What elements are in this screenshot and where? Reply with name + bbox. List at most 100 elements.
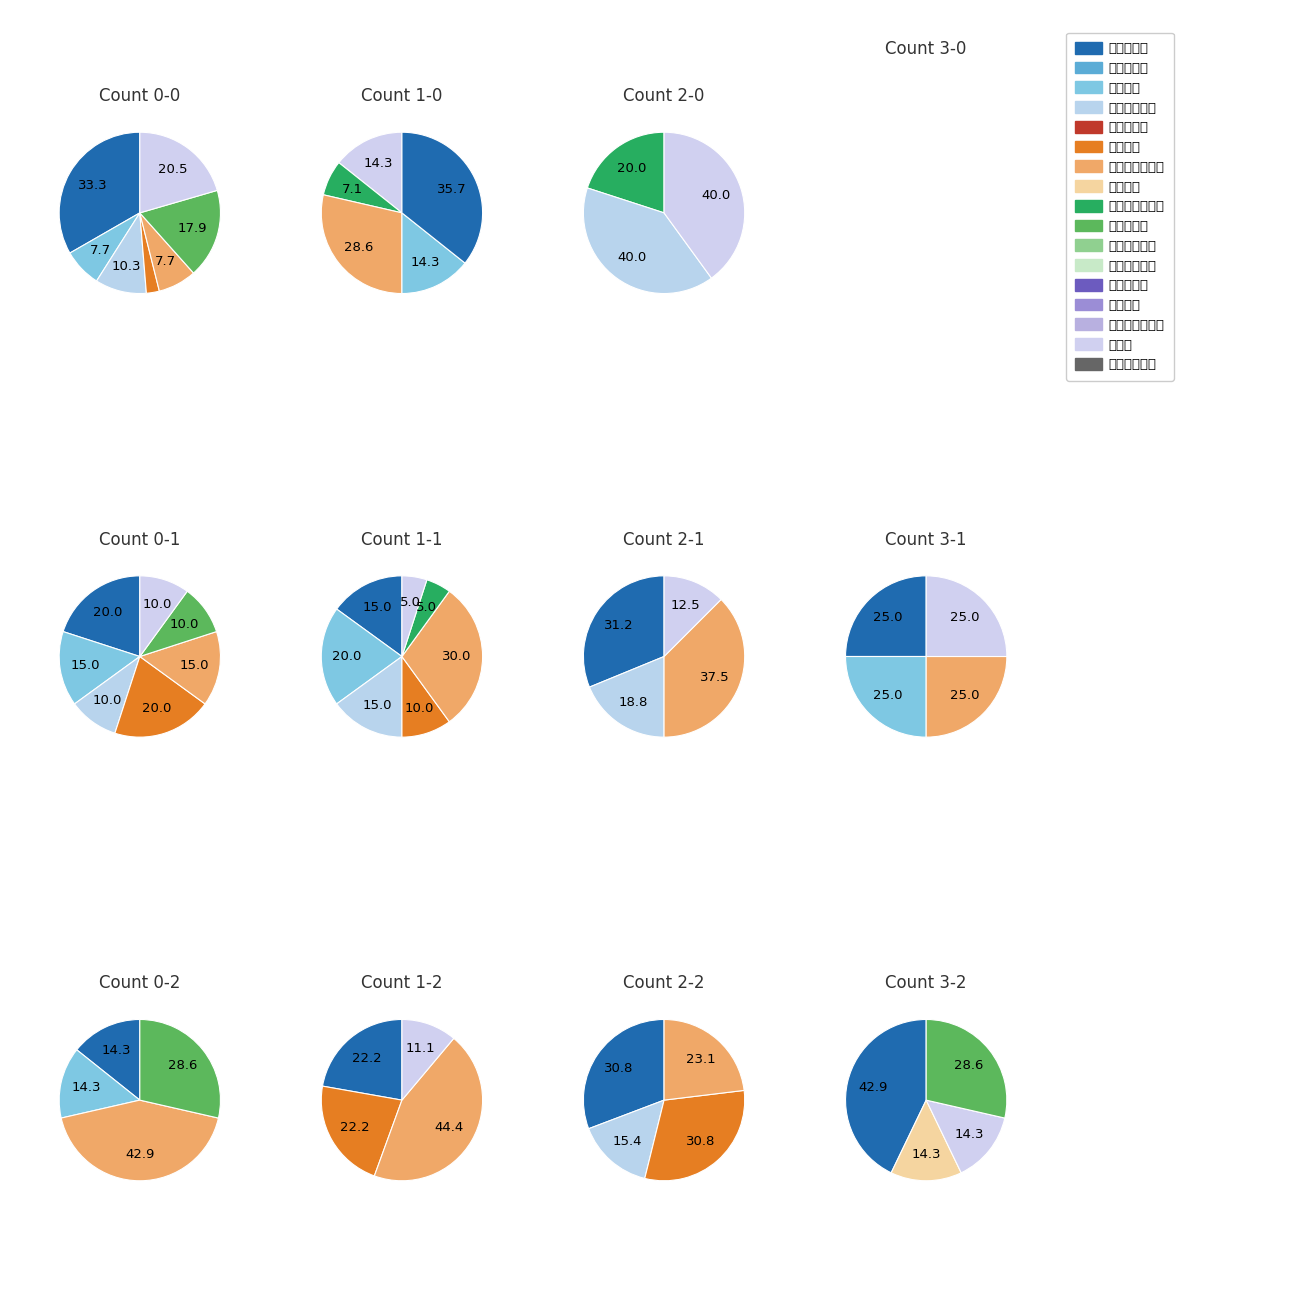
Title: Count 3-0: Count 3-0 — [885, 40, 967, 58]
Text: 25.0: 25.0 — [950, 689, 980, 702]
Wedge shape — [589, 656, 664, 737]
Text: 25.0: 25.0 — [872, 611, 902, 624]
Text: 23.1: 23.1 — [685, 1053, 715, 1066]
Wedge shape — [324, 162, 402, 213]
Wedge shape — [321, 1086, 402, 1176]
Text: 40.0: 40.0 — [702, 190, 731, 203]
Wedge shape — [60, 632, 140, 703]
Text: 10.0: 10.0 — [404, 702, 434, 715]
Text: 20.0: 20.0 — [333, 650, 361, 663]
Wedge shape — [402, 133, 482, 263]
Wedge shape — [140, 576, 187, 656]
Wedge shape — [845, 656, 926, 737]
Wedge shape — [140, 190, 221, 273]
Text: 40.0: 40.0 — [618, 251, 646, 264]
Text: 10.0: 10.0 — [92, 694, 122, 707]
Wedge shape — [402, 576, 426, 656]
Text: 20.5: 20.5 — [159, 162, 187, 176]
Wedge shape — [845, 1019, 926, 1173]
Wedge shape — [926, 1019, 1006, 1118]
Wedge shape — [70, 213, 140, 281]
Wedge shape — [61, 1100, 218, 1180]
Text: 11.1: 11.1 — [406, 1043, 436, 1056]
Title: Count 1-2: Count 1-2 — [361, 974, 443, 992]
Text: 28.6: 28.6 — [168, 1060, 198, 1072]
Text: 25.0: 25.0 — [950, 611, 980, 624]
Text: 15.0: 15.0 — [72, 659, 100, 672]
Text: 18.8: 18.8 — [619, 696, 649, 708]
Title: Count 1-1: Count 1-1 — [361, 530, 443, 549]
Title: Count 0-1: Count 0-1 — [99, 530, 181, 549]
Wedge shape — [140, 592, 217, 656]
Text: 15.4: 15.4 — [612, 1135, 642, 1148]
Wedge shape — [588, 133, 664, 213]
Wedge shape — [321, 610, 402, 703]
Text: 37.5: 37.5 — [699, 671, 729, 684]
Wedge shape — [140, 213, 160, 294]
Wedge shape — [140, 133, 217, 213]
Wedge shape — [339, 133, 402, 213]
Wedge shape — [584, 1019, 664, 1128]
Wedge shape — [402, 580, 450, 656]
Wedge shape — [374, 1039, 482, 1180]
Title: Count 1-0: Count 1-0 — [361, 87, 442, 105]
Text: 20.0: 20.0 — [142, 702, 172, 715]
Text: 14.3: 14.3 — [364, 157, 393, 170]
Text: 22.2: 22.2 — [339, 1121, 369, 1134]
Wedge shape — [60, 1050, 140, 1118]
Text: 7.7: 7.7 — [155, 255, 176, 268]
Wedge shape — [892, 1100, 961, 1180]
Text: 12.5: 12.5 — [671, 599, 699, 612]
Text: 25.0: 25.0 — [872, 689, 902, 702]
Wedge shape — [402, 213, 465, 294]
Text: 5.0: 5.0 — [400, 595, 421, 608]
Text: 30.8: 30.8 — [604, 1062, 633, 1075]
Wedge shape — [926, 1100, 1005, 1173]
Wedge shape — [664, 599, 745, 737]
Wedge shape — [584, 576, 664, 688]
Text: 10.0: 10.0 — [169, 618, 199, 630]
Text: 15.0: 15.0 — [179, 659, 209, 672]
Text: 7.7: 7.7 — [90, 244, 110, 257]
Text: 10.0: 10.0 — [142, 598, 172, 611]
Wedge shape — [322, 1019, 402, 1100]
Wedge shape — [402, 1019, 454, 1100]
Text: 14.3: 14.3 — [411, 256, 441, 269]
Wedge shape — [140, 213, 194, 291]
Wedge shape — [402, 656, 450, 737]
Wedge shape — [140, 632, 221, 703]
Wedge shape — [140, 1019, 221, 1118]
Text: 28.6: 28.6 — [344, 240, 373, 254]
Wedge shape — [64, 576, 140, 656]
Text: 33.3: 33.3 — [78, 179, 107, 192]
Title: Count 3-2: Count 3-2 — [885, 974, 967, 992]
Wedge shape — [77, 1019, 140, 1100]
Wedge shape — [402, 592, 482, 722]
Wedge shape — [926, 576, 1006, 656]
Wedge shape — [337, 576, 402, 656]
Legend: ストレート, ツーシーム, シュート, カットボール, スプリット, フォーク, チェンジアップ, シンカー, 高速スライダー, スライダー, 縦スライダー, : ストレート, ツーシーム, シュート, カットボール, スプリット, フォーク,… — [1066, 32, 1174, 381]
Text: 20.0: 20.0 — [92, 606, 122, 619]
Text: 30.8: 30.8 — [685, 1135, 715, 1148]
Text: 7.1: 7.1 — [342, 182, 363, 195]
Wedge shape — [114, 656, 205, 737]
Text: 15.0: 15.0 — [363, 601, 391, 614]
Title: Count 2-1: Count 2-1 — [623, 530, 705, 549]
Text: 15.0: 15.0 — [363, 699, 391, 712]
Title: Count 3-1: Count 3-1 — [885, 530, 967, 549]
Text: 44.4: 44.4 — [434, 1121, 464, 1134]
Text: 30.0: 30.0 — [442, 650, 472, 663]
Text: 14.3: 14.3 — [911, 1148, 941, 1161]
Text: 42.9: 42.9 — [125, 1148, 155, 1161]
Wedge shape — [645, 1091, 745, 1180]
Text: 10.3: 10.3 — [112, 260, 142, 273]
Wedge shape — [664, 576, 722, 656]
Text: 28.6: 28.6 — [954, 1060, 984, 1072]
Wedge shape — [74, 656, 140, 733]
Text: 14.3: 14.3 — [101, 1044, 131, 1057]
Text: 31.2: 31.2 — [603, 620, 633, 633]
Wedge shape — [584, 188, 711, 294]
Wedge shape — [337, 656, 402, 737]
Title: Count 2-2: Count 2-2 — [623, 974, 705, 992]
Wedge shape — [926, 656, 1006, 737]
